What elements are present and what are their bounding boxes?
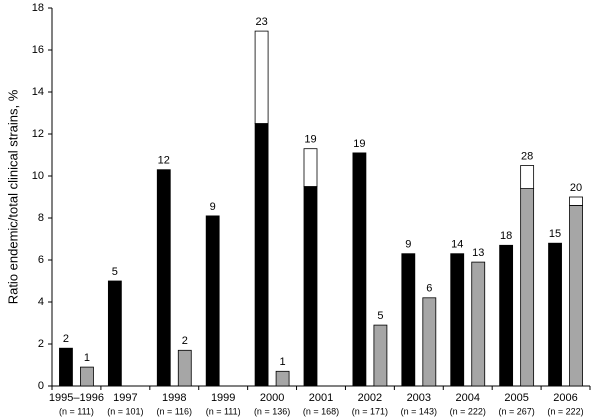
bar-segment	[80, 366, 94, 387]
stack-label: 9	[405, 239, 411, 251]
x-tick-note: (n = 136)	[254, 406, 290, 416]
y-tick-label: 2	[38, 338, 44, 350]
x-tick-note: (n = 171)	[352, 406, 388, 416]
y-tick-label: 14	[32, 86, 44, 98]
x-tick-note: (n = 116)	[156, 406, 192, 416]
bar-segment	[254, 123, 269, 387]
bar-segment	[205, 215, 220, 387]
x-tick-note: (n = 267)	[498, 406, 534, 416]
x-tick-note: (n = 168)	[303, 406, 339, 416]
bar-segment	[303, 148, 318, 187]
y-tick-label: 16	[32, 44, 44, 56]
bar-segment	[548, 242, 562, 387]
y-tick-label: 18	[32, 2, 44, 14]
x-tick-label: 2002	[358, 392, 382, 404]
x-tick-note: (n = 111)	[59, 406, 94, 416]
stack-label: 5	[112, 266, 118, 278]
y-tick-label: 4	[38, 296, 44, 308]
y-tick-label: 12	[32, 128, 44, 140]
stack-label: 6	[426, 283, 432, 295]
x-tick-note: (n = 101)	[107, 406, 143, 416]
bar-segment	[499, 244, 514, 387]
x-tick-note: (n = 222)	[547, 406, 583, 416]
bar-segment	[59, 347, 73, 387]
x-tick-note: (n = 222)	[450, 406, 486, 416]
y-tick-label: 6	[38, 254, 44, 266]
bar-segment	[471, 261, 486, 387]
x-tick-label: 2001	[309, 392, 333, 404]
bar-segment	[422, 297, 437, 387]
x-tick-label: 1997	[113, 392, 137, 404]
stack-label: 14	[451, 239, 463, 251]
stack-label: 19	[353, 138, 365, 150]
y-tick-label: 0	[38, 380, 44, 392]
stack-label: 9	[210, 201, 216, 213]
bar-segment	[520, 165, 535, 190]
x-tick-note: (n = 143)	[401, 406, 437, 416]
stack-label: 15	[549, 228, 561, 240]
bar-segment	[156, 169, 171, 387]
bar-segment	[373, 324, 388, 387]
stack-label: 1	[84, 352, 90, 364]
bar-segment	[275, 370, 290, 387]
x-tick-label: 2004	[455, 392, 479, 404]
bar-segment	[303, 186, 318, 387]
y-tick-label: 8	[38, 212, 44, 224]
stack-label: 23	[255, 16, 267, 28]
stack-label: 20	[570, 182, 582, 194]
stack-label: 19	[304, 134, 316, 146]
x-tick-label: 2005	[504, 392, 528, 404]
bar-segment	[177, 349, 192, 387]
bar-segment	[520, 188, 535, 387]
bar-segment	[107, 280, 122, 387]
stack-label: 5	[377, 310, 383, 322]
bar-segment	[569, 204, 583, 387]
x-tick-label: 2000	[260, 392, 284, 404]
bar-segment	[254, 30, 269, 124]
stack-label: 12	[158, 155, 170, 167]
stack-label: 2	[182, 335, 188, 347]
y-tick-label: 10	[32, 170, 44, 182]
x-tick-label: 1998	[162, 392, 186, 404]
bar-segment	[352, 152, 367, 387]
x-tick-label: 2003	[407, 392, 431, 404]
stack-label: 13	[472, 247, 484, 259]
x-tick-note: (n = 111)	[206, 406, 241, 416]
x-tick-label: 1995–1996	[49, 392, 104, 404]
stack-label: 2	[63, 333, 69, 345]
x-tick-label: 1999	[211, 392, 235, 404]
bar-segment	[450, 253, 465, 387]
stack-label: 18	[500, 230, 512, 242]
y-axis-label: Ratio endemic/total clinical strains, %	[5, 89, 20, 304]
bar-segment	[569, 196, 583, 206]
stack-label: 1	[280, 356, 286, 368]
x-tick-label: 2006	[553, 392, 577, 404]
stack-label: 28	[521, 150, 533, 162]
bar-segment	[401, 253, 416, 387]
